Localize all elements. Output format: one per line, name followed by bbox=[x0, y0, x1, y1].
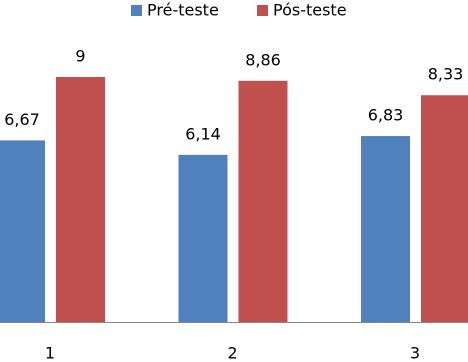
value-label: 8,86 bbox=[245, 50, 281, 69]
legend-swatch bbox=[131, 5, 142, 16]
x-tick-label: 1 bbox=[45, 344, 55, 362]
bar bbox=[421, 95, 468, 322]
x-tick-label: 3 bbox=[410, 344, 420, 362]
value-label: 6,83 bbox=[368, 106, 404, 125]
bar bbox=[178, 154, 228, 322]
legend-label: Pré-teste bbox=[147, 1, 219, 20]
x-tick-label: 2 bbox=[227, 344, 237, 362]
value-label: 6,67 bbox=[4, 110, 40, 129]
bar bbox=[238, 80, 288, 322]
legend-label: Pós-teste bbox=[273, 1, 347, 20]
bar bbox=[0, 140, 45, 322]
value-label: 8,33 bbox=[428, 65, 464, 84]
legend-swatch bbox=[257, 5, 268, 16]
bar bbox=[56, 77, 105, 322]
value-label: 6,14 bbox=[185, 124, 221, 143]
bar bbox=[361, 136, 410, 322]
value-label: 9 bbox=[75, 47, 85, 66]
